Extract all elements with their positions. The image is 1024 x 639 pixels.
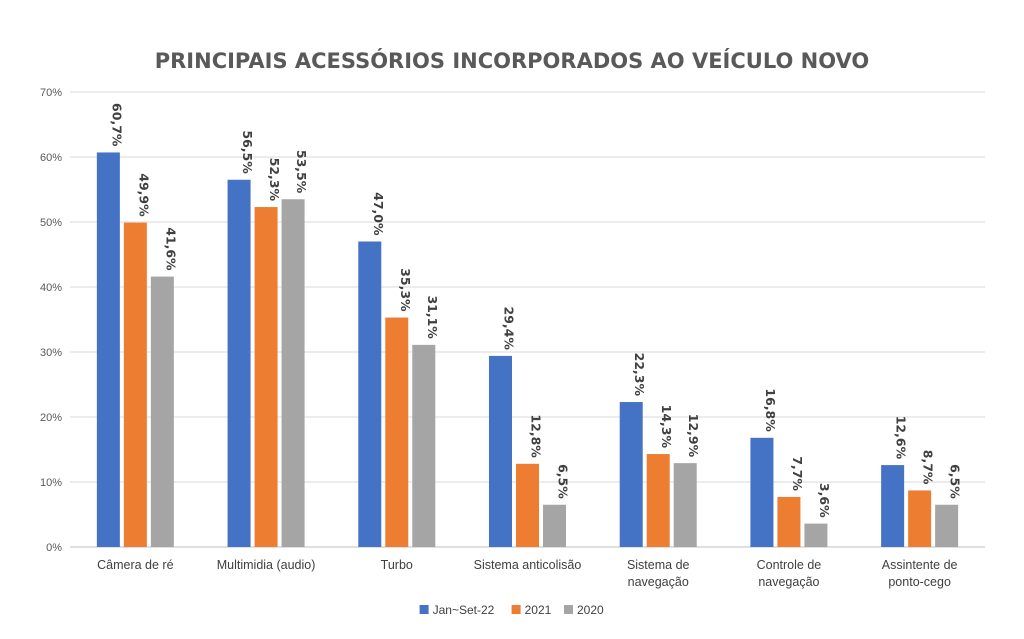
- data-label: 56,5%: [240, 130, 255, 174]
- data-label: 16,8%: [763, 388, 778, 432]
- data-label: 29,4%: [502, 307, 517, 351]
- data-label: 12,9%: [686, 414, 701, 458]
- legend-swatch: [564, 605, 573, 614]
- data-label: 53,5%: [294, 150, 309, 194]
- bar: [281, 199, 305, 547]
- bar: [254, 207, 278, 548]
- x-tick-label: Sistema anticolisão: [474, 558, 582, 572]
- bar: [227, 179, 251, 547]
- bar: [935, 504, 959, 547]
- y-tick-label: 60%: [40, 152, 62, 164]
- bar: [489, 355, 512, 547]
- data-label: 41,6%: [163, 227, 178, 271]
- x-tick-label: Assintente de ponto-cego: [882, 558, 958, 589]
- data-label: 52,3%: [267, 158, 282, 202]
- data-label: 3,6%: [817, 483, 832, 518]
- data-labels: 60,7% 49,9% 41,6% 56,5% 52,3% 53,5% 47,0% 35,3%…: [109, 103, 962, 518]
- legend: Jan~Set-22 2021 2020: [419, 603, 604, 617]
- x-tick-label: Turbo: [381, 558, 413, 572]
- y-tick-label: 0%: [46, 542, 62, 554]
- data-label: 14,3%: [659, 405, 674, 449]
- bar: [123, 222, 147, 547]
- legend-label: Jan~Set-22: [433, 603, 495, 617]
- data-label: 7,7%: [790, 456, 805, 491]
- data-label: 22,3%: [632, 353, 647, 397]
- x-tick-label: Câmera de ré: [97, 558, 173, 572]
- y-axis-tick-labels: 0% 10% 20% 30% 40% 50% 60% 70%: [40, 87, 62, 554]
- data-label: 60,7%: [109, 103, 124, 147]
- bar: [750, 437, 774, 547]
- y-tick-label: 10%: [40, 477, 62, 489]
- bar: [646, 454, 670, 547]
- y-tick-label: 50%: [40, 217, 62, 229]
- bar: [673, 463, 697, 547]
- x-tick-label: Sistema de navegação: [627, 558, 690, 589]
- data-label: 6,5%: [556, 464, 571, 499]
- data-label: 12,8%: [529, 414, 544, 458]
- bar: [385, 317, 409, 547]
- bar: [516, 463, 539, 547]
- y-tick-label: 20%: [40, 412, 62, 424]
- y-tick-label: 70%: [40, 87, 62, 99]
- legend-label: 2021: [525, 603, 552, 617]
- bar: [804, 523, 828, 547]
- data-label: 31,1%: [425, 295, 440, 339]
- x-tick-label: Multimidia (audio): [217, 558, 316, 572]
- bar: [412, 344, 436, 547]
- bar: [358, 241, 382, 547]
- bar: [908, 490, 932, 547]
- y-tick-label: 30%: [40, 347, 62, 359]
- bar: [777, 496, 801, 547]
- bars: [96, 152, 959, 548]
- legend-swatch: [511, 605, 521, 614]
- bar: [881, 465, 905, 547]
- y-tick-label: 40%: [40, 282, 62, 294]
- bar: [96, 152, 120, 547]
- legend-label: 2020: [577, 603, 604, 617]
- data-label: 49,9%: [136, 173, 151, 217]
- bar: [619, 402, 643, 547]
- data-label: 47,0%: [371, 192, 386, 236]
- bar: [543, 504, 566, 547]
- data-label: 12,6%: [894, 416, 909, 460]
- data-label: 6,5%: [948, 464, 963, 499]
- data-label: 8,7%: [921, 450, 936, 485]
- x-axis-category-labels: Câmera de ré Multimidia (audio) Turbo Siste…: [97, 558, 957, 589]
- data-label: 35,3%: [398, 268, 413, 312]
- x-tick-label: Controle de navegação: [757, 558, 822, 589]
- bar: [150, 276, 174, 547]
- chart-title: PRINCIPAIS ACESSÓRIOS INCORPORADOS AO VE…: [155, 48, 869, 73]
- legend-swatch: [419, 605, 429, 614]
